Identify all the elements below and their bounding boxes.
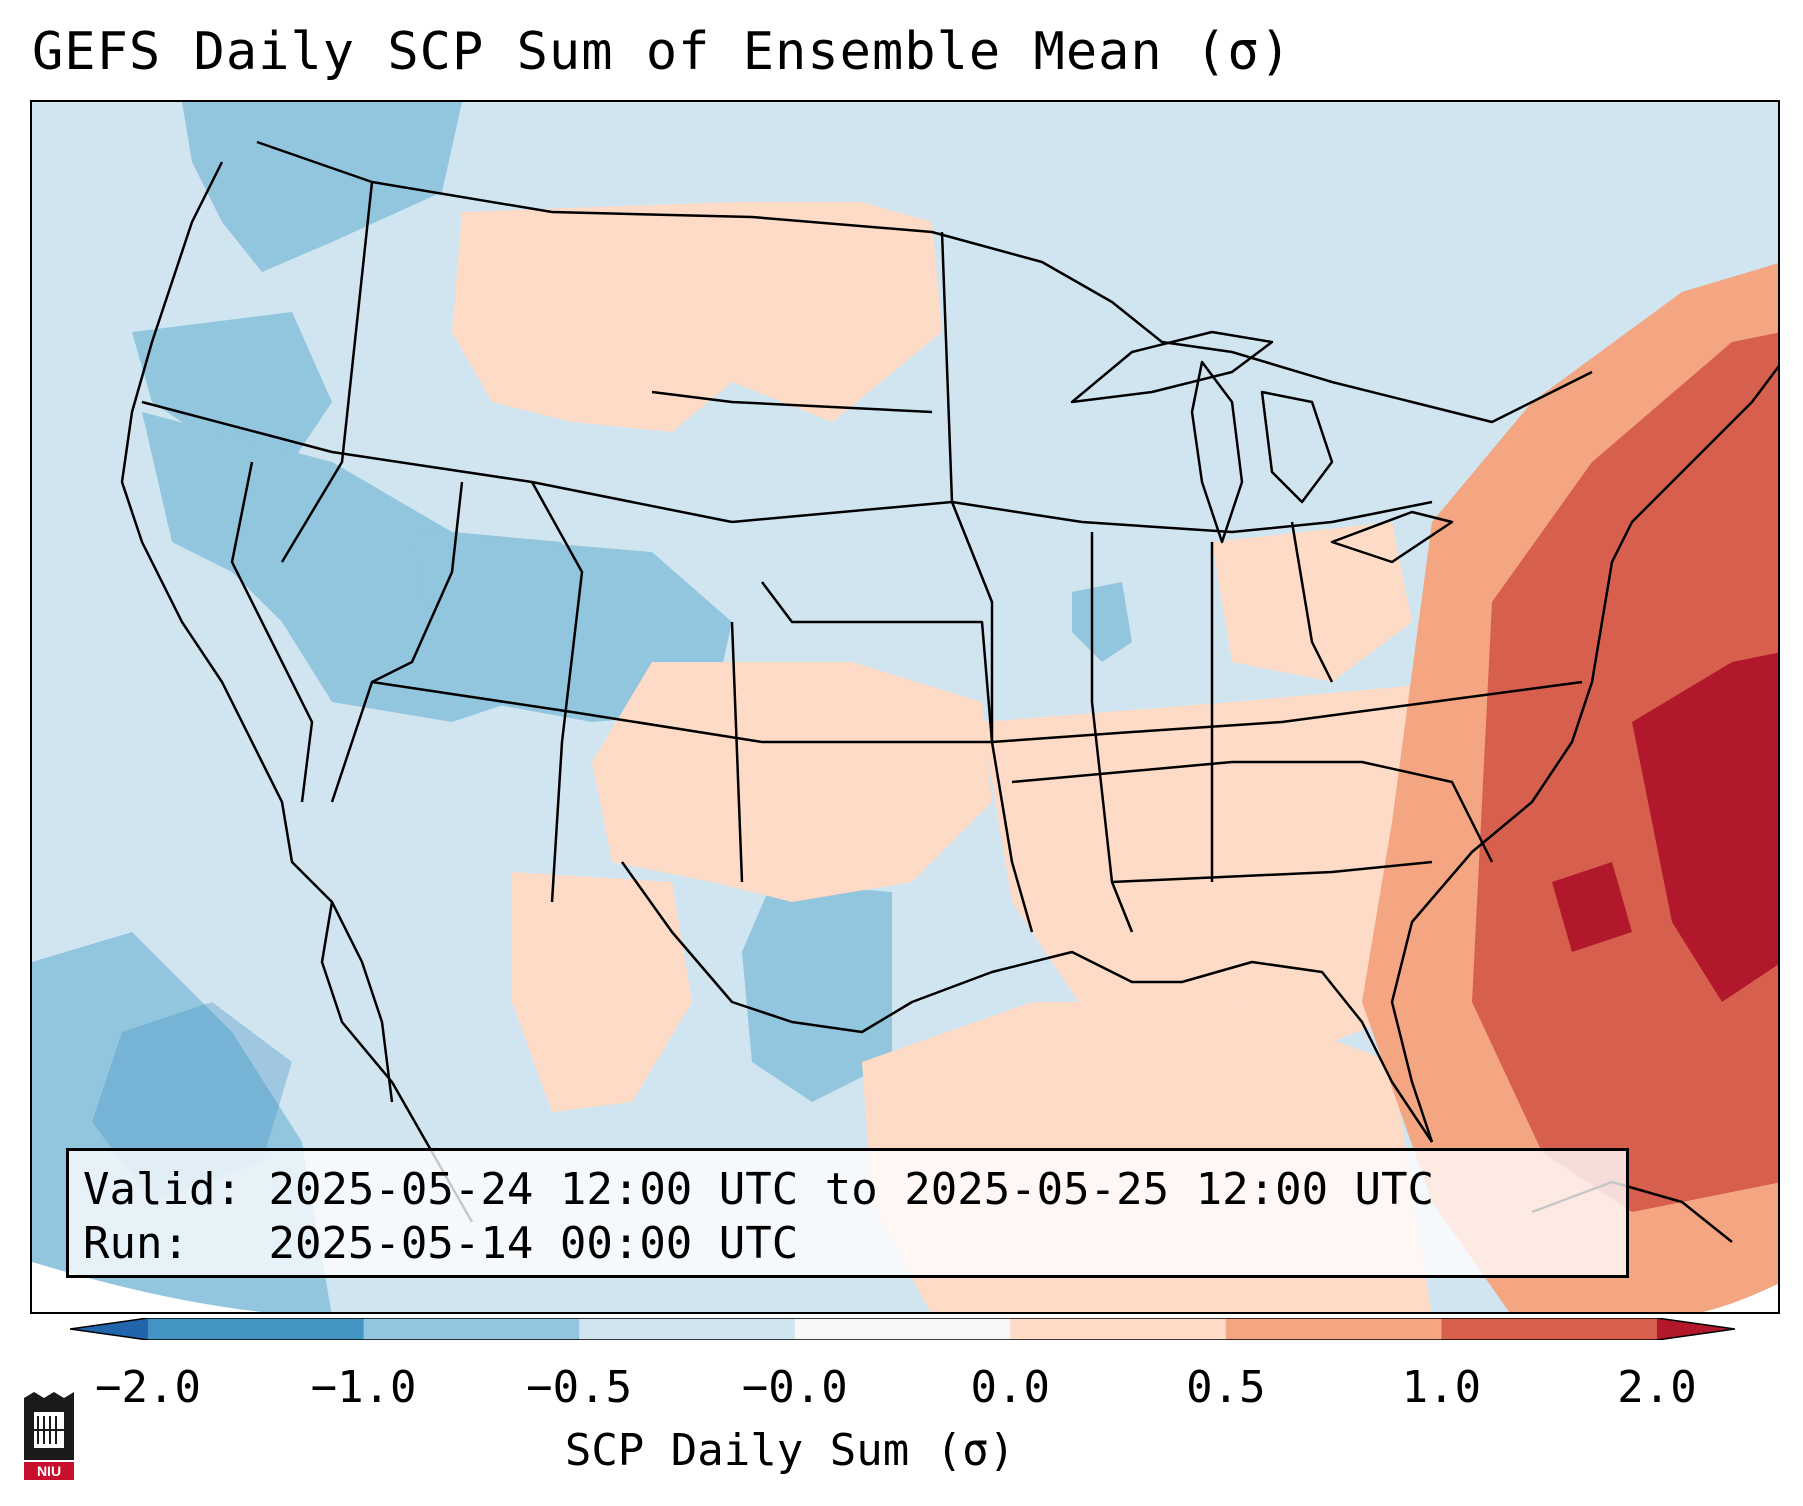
region-atlantic-mid <box>1472 332 1778 1212</box>
niu-logo-text: NIU <box>37 1463 61 1479</box>
colorbar-over-arrow <box>1657 1318 1735 1340</box>
region-atlantic-spot <box>1552 862 1632 952</box>
colorbar-bin <box>1441 1318 1658 1340</box>
state-line-16 <box>1111 860 1433 884</box>
state-line-13 <box>1090 532 1134 933</box>
projection-edge-left <box>32 1262 263 1312</box>
state-line-1 <box>141 400 733 524</box>
colorbar-under-arrow <box>70 1318 148 1340</box>
colorbar-tick-label: −2.0 <box>95 1362 201 1413</box>
region-northern-plains <box>452 202 942 432</box>
region-southern-plains <box>592 662 992 902</box>
state-line-15 <box>1290 521 1334 683</box>
state-line-11 <box>940 231 1034 933</box>
colorbar-bin <box>794 1318 1011 1340</box>
map-title: GEFS Daily SCP Sum of Ensemble Mean (σ) <box>32 22 1292 82</box>
us-canada-border <box>256 140 1593 424</box>
colorbar-tick-label: 0.0 <box>970 1362 1051 1413</box>
run-label: Run: <box>83 1218 189 1269</box>
lake-superior <box>1070 330 1274 404</box>
colorbar-tick-label: 2.0 <box>1617 1362 1697 1413</box>
colorbar-tick-label: −1.0 <box>310 1362 417 1413</box>
state-line-2 <box>280 181 374 563</box>
region-oregon-coast <box>132 312 332 462</box>
niu-logo: NIU <box>24 1392 74 1480</box>
colorbar-tick-label: 1.0 <box>1401 1362 1482 1413</box>
valid-label: Valid: <box>83 1164 242 1215</box>
colorbar-tick-label: 0.5 <box>1186 1362 1266 1413</box>
gulf-coast <box>620 861 1434 1143</box>
colorbar-label-text: SCP Daily Sum (σ) <box>564 1425 1016 1476</box>
map-panel <box>30 100 1780 1314</box>
region-pacific-northwest <box>182 102 462 272</box>
state-line-3 <box>230 461 314 803</box>
lake-erie <box>1330 510 1454 564</box>
colorbar-bin <box>363 1318 580 1340</box>
colorbar-bin <box>579 1318 796 1340</box>
valid-value: 2025-05-24 12:00 UTC to 2025-05-25 12:00… <box>268 1164 1435 1215</box>
region-ohio-valley <box>1212 522 1412 682</box>
atlantic-coast <box>1390 365 1778 1143</box>
state-line-8 <box>731 500 1433 534</box>
colorbar-bins <box>148 1318 1658 1340</box>
positive-anomaly-regions <box>452 202 1778 1312</box>
region-west-texas <box>742 882 892 1102</box>
colorbar-tick-label: −0.0 <box>741 1362 848 1413</box>
state-line-5 <box>530 481 584 903</box>
state-line-10 <box>730 621 744 883</box>
region-atlantic-peak <box>1632 652 1778 1002</box>
lake-michigan <box>1190 360 1244 544</box>
colorbar-tick-label: −0.5 <box>526 1362 633 1413</box>
valid-time-box: Valid: 2025-05-24 12:00 UTC to 2025-05-2… <box>66 1148 1629 1278</box>
region-illinois <box>1072 582 1132 662</box>
colorbar-bin <box>148 1318 365 1340</box>
region-texas-west <box>512 872 692 1112</box>
state-line-12 <box>991 680 1583 744</box>
colorbar <box>70 1318 1735 1340</box>
state-line-9 <box>761 581 994 743</box>
colorbar-bin <box>1010 1318 1227 1340</box>
run-value: 2025-05-14 00:00 UTC <box>268 1218 799 1269</box>
map-canvas <box>32 102 1778 1312</box>
state-line-17 <box>1011 760 1494 863</box>
colorbar-bin <box>1225 1318 1442 1340</box>
pacific-coast <box>120 161 394 1103</box>
lake-huron <box>1260 390 1334 504</box>
map-outlines <box>120 140 1778 1243</box>
state-line-7 <box>651 390 933 414</box>
state-line-6 <box>371 680 992 744</box>
state-line-4 <box>330 481 464 803</box>
projection-edge-right <box>1702 1283 1778 1312</box>
